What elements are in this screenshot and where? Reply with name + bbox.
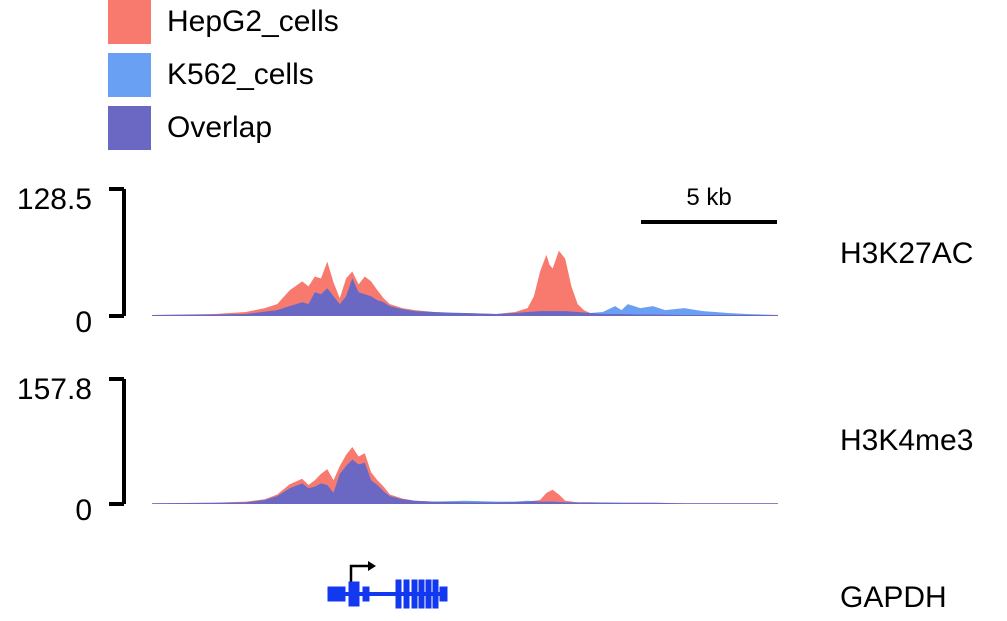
gene-exon (327, 586, 346, 602)
legend-item-k562: K562_cells (108, 53, 314, 97)
gene-exon (439, 586, 448, 602)
legend-swatch-overlap (108, 106, 151, 150)
area-k562-h3k4me3 (152, 459, 778, 504)
y-tick-label-max-h3k27ac: 128.5 (17, 183, 92, 216)
track-h3k27ac: 128.5 0 H3K27AC (17, 183, 973, 339)
y-tick-label-zero-h3k4me3: 0 (75, 494, 92, 527)
area-overlap-h3k4me3 (152, 459, 778, 504)
area-k562-h3k27ac (152, 278, 778, 316)
legend-label-k562: K562_cells (167, 58, 314, 91)
gene-exon (432, 579, 439, 609)
scale-bar-label: 5 kb (686, 184, 731, 211)
gene-exon (348, 581, 360, 607)
legend-swatch-hepg2 (108, 0, 151, 44)
legend-item-overlap: Overlap (108, 106, 272, 150)
tss-arrow-icon (368, 561, 376, 571)
area-hepg2-h3k4me3 (152, 447, 778, 504)
y-tick-label-max-h3k4me3: 157.8 (17, 373, 92, 406)
legend-item-hepg2: HepG2_cells (108, 0, 339, 44)
gene-exon (362, 586, 370, 602)
legend-swatch-k562 (108, 53, 151, 97)
legend-label-hepg2: HepG2_cells (167, 5, 339, 38)
area-overlap-h3k27ac (152, 278, 778, 316)
legend-label-overlap: Overlap (167, 111, 273, 144)
gene-exon (425, 579, 432, 609)
gene-exon (403, 579, 410, 609)
track-h3k4me3: 157.8 0 H3K4me3 (17, 373, 973, 527)
gene-exon (411, 579, 418, 609)
track-label-h3k4me3: H3K4me3 (840, 424, 973, 457)
gene-exon (418, 579, 425, 609)
gene-label: GAPDH (840, 581, 947, 614)
gene-model-gapdh: GAPDH (327, 561, 947, 614)
area-hepg2-h3k27ac (152, 250, 778, 316)
gene-exon (395, 579, 402, 609)
y-tick-label-zero-h3k27ac: 0 (75, 306, 92, 339)
scale-bar: 5 kb (641, 184, 777, 224)
track-label-h3k27ac: H3K27AC (840, 237, 973, 270)
